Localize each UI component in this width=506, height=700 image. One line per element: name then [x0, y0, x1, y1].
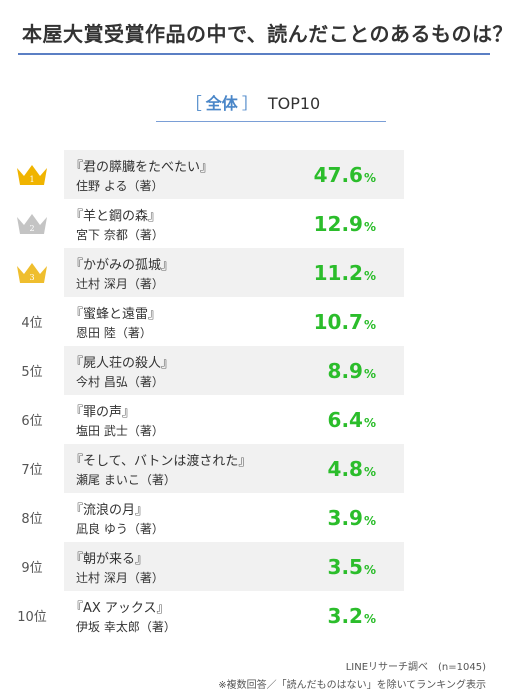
- book-author: 恩田 陸（著）: [76, 326, 152, 340]
- subheading-close-bracket: ］: [241, 94, 258, 113]
- percent-value: 6.4%: [328, 408, 376, 432]
- percent-number: 11.2: [313, 261, 363, 285]
- rank-2: 2: [0, 199, 64, 248]
- rank-3: 3: [0, 248, 64, 297]
- source-note: LINEリサーチ調べ (n=1045): [345, 662, 486, 673]
- percent-value: 3.5%: [328, 555, 376, 579]
- subheading: ［ 全体 ］ TOP10: [0, 90, 506, 114]
- percent-number: 10.7: [313, 310, 363, 334]
- book-title: 『屍人荘の殺人』: [70, 356, 175, 371]
- rank-4: 4位: [0, 297, 64, 346]
- rank-label: 10位: [17, 610, 47, 625]
- ranking-row: 『流浪の月』凪良 ゆう（著） 3.9%: [64, 493, 404, 542]
- title-underline: [18, 53, 490, 55]
- rank-label: 6位: [21, 414, 43, 429]
- percent-value: 47.6%: [314, 163, 376, 187]
- percent-number: 3.9: [327, 506, 363, 530]
- percent-sign: %: [363, 465, 376, 479]
- book-author: 今村 昌弘（著）: [76, 375, 164, 389]
- percent-sign: %: [363, 563, 376, 577]
- ranking-row: 『羊と鋼の森』宮下 奈都（著） 12.9%: [64, 199, 404, 248]
- ranking-row: 『屍人荘の殺人』 今村 昌弘（著） 8.9%: [64, 346, 404, 395]
- percent-number: 6.4: [327, 408, 363, 432]
- percent-value: 4.8%: [328, 457, 376, 481]
- percent-value: 3.9%: [328, 506, 376, 530]
- rank-label: 8位: [21, 512, 43, 527]
- book-author: 辻村 深月（著）: [76, 571, 164, 585]
- rank-7: 7位: [0, 444, 64, 493]
- percent-sign: %: [363, 220, 376, 234]
- ranking-row: 『罪の声』塩田 武士（著） 6.4%: [64, 395, 404, 444]
- book-title: 『君の膵臓をたべたい』: [70, 160, 214, 175]
- percent-sign: %: [363, 416, 376, 430]
- book-title: 『AX アックス』: [70, 601, 170, 616]
- book-title: 『羊と鋼の森』: [70, 209, 162, 224]
- percent-number: 4.8: [327, 457, 363, 481]
- book-title: 『罪の声』: [70, 405, 136, 420]
- ranking-list: 『君の膵臓をたべたい』住野 よる（著） 47.6% 『羊と鋼の森』宮下 奈都（著） 1…: [64, 150, 404, 640]
- subheading-open-bracket: ［: [185, 94, 202, 113]
- subheading-underline: [156, 121, 386, 122]
- subheading-top: TOP10: [267, 94, 321, 113]
- rank-8: 8位: [0, 493, 64, 542]
- percent-number: 8.9: [327, 359, 363, 383]
- percent-sign: %: [363, 318, 376, 332]
- book-title: 『流浪の月』: [70, 503, 149, 518]
- book-author: 塩田 武士（著）: [76, 424, 164, 438]
- percent-number: 3.5: [327, 555, 363, 579]
- percent-sign: %: [363, 269, 376, 283]
- subheading-scope: 全体: [205, 94, 238, 113]
- rank-10: 10位: [0, 591, 64, 640]
- book-author: 凪良 ゆう（著）: [76, 522, 164, 536]
- ranking-row: 『そして、バトンは渡された』瀬尾 まいこ（著） 4.8%: [64, 444, 404, 493]
- book-author: 伊坂 幸太郎（著）: [76, 620, 176, 634]
- ranking-row: 『蜜蜂と遠雷』 恩田 陸（著） 10.7%: [64, 297, 404, 346]
- ranking-row: 『かがみの孤城』 辻村 深月（著） 11.2%: [64, 248, 404, 297]
- percent-sign: %: [363, 367, 376, 381]
- footnote: ※複数回答／「読んだものはない」を除いてランキング表示: [218, 680, 486, 691]
- percent-value: 12.9%: [314, 212, 376, 236]
- rank-label: 7位: [21, 463, 43, 478]
- book-author: 瀬尾 まいこ（著）: [76, 473, 176, 487]
- ranking-row: 『AX アックス』伊坂 幸太郎（著） 3.2%: [64, 591, 404, 640]
- rank-5: 5位: [0, 346, 64, 395]
- percent-value: 10.7%: [314, 310, 376, 334]
- percent-sign: %: [363, 514, 376, 528]
- bronze-crown-icon: 3: [17, 262, 47, 283]
- book-title: 『蜜蜂と遠雷』: [70, 307, 162, 322]
- rank-label: 5位: [21, 365, 43, 380]
- percent-number: 3.2: [327, 604, 363, 628]
- crown-rank-number: 1: [29, 175, 34, 184]
- rank-6: 6位: [0, 395, 64, 444]
- percent-number: 47.6: [313, 163, 363, 187]
- percent-value: 11.2%: [314, 261, 376, 285]
- book-author: 住野 よる（著）: [76, 179, 164, 193]
- ranking-row: 『君の膵臓をたべたい』住野 よる（著） 47.6%: [64, 150, 404, 199]
- book-title: 『かがみの孤城』: [70, 258, 175, 273]
- page-title: 本屋大賞受賞作品の中で、読んだことのあるものは？: [22, 22, 506, 46]
- crown-rank-number: 3: [29, 273, 34, 282]
- book-author: 辻村 深月（著）: [76, 277, 164, 291]
- book-title: 『朝が来る』: [70, 552, 149, 567]
- rank-label: 9位: [21, 561, 43, 576]
- percent-sign: %: [363, 612, 376, 626]
- book-author: 宮下 奈都（著）: [76, 228, 164, 242]
- ranking-row: 『朝が来る』辻村 深月（著） 3.5%: [64, 542, 404, 591]
- book-title: 『そして、バトンは渡された』: [70, 454, 252, 469]
- rank-9: 9位: [0, 542, 64, 591]
- rank-1: 1: [0, 150, 64, 199]
- percent-value: 3.2%: [328, 604, 376, 628]
- percent-number: 12.9: [313, 212, 363, 236]
- rank-label: 4位: [21, 316, 43, 331]
- gold-crown-icon: 1: [17, 164, 47, 185]
- silver-crown-icon: 2: [17, 213, 47, 234]
- percent-sign: %: [363, 171, 376, 185]
- percent-value: 8.9%: [328, 359, 376, 383]
- crown-rank-number: 2: [29, 224, 34, 233]
